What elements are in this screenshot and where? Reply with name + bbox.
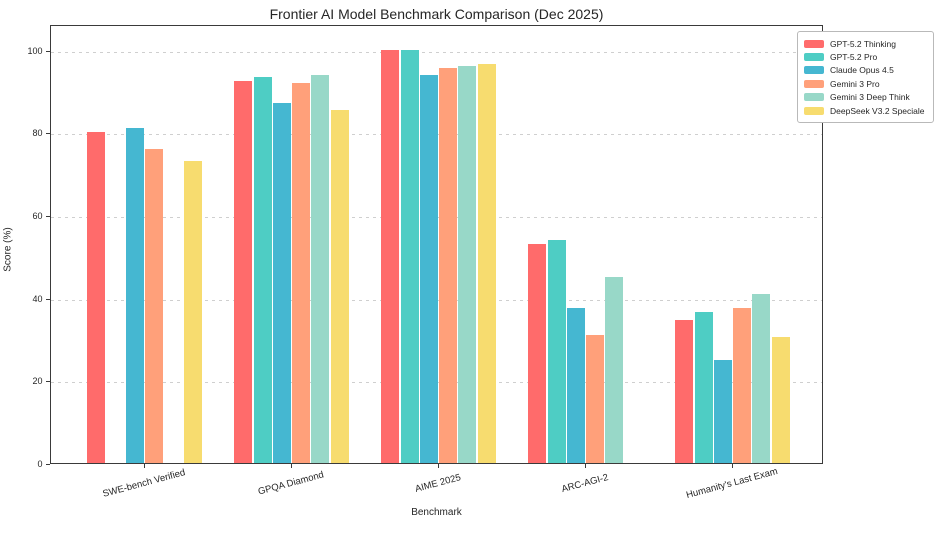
bar-deepseek-v3-2-speciale-aime-2025	[477, 64, 496, 463]
legend-swatch-icon	[804, 53, 824, 62]
y-tick-label: 100	[27, 45, 43, 56]
y-tick-label: 60	[32, 211, 43, 222]
legend-swatch-icon	[804, 39, 824, 48]
bar-gemini-3-pro-arc-agi-2	[586, 334, 605, 463]
legend-item: Gemini 3 Pro	[804, 77, 926, 90]
bar-claude-opus-4-5-humanity-s-last-exam	[713, 359, 732, 463]
x-tickmark	[584, 464, 586, 468]
gridline-y-100	[50, 51, 822, 53]
bar-gemini-3-pro-swe-bench-verified	[145, 148, 164, 463]
bar-gemini-3-deep-think-humanity-s-last-exam	[752, 293, 771, 463]
y-tick-label: 20	[32, 376, 43, 387]
bar-claude-opus-4-5-swe-bench-verified	[125, 128, 144, 463]
bar-claude-opus-4-5-aime-2025	[419, 74, 438, 463]
x-tickmark	[143, 464, 145, 468]
bar-gemini-3-pro-humanity-s-last-exam	[733, 308, 752, 463]
x-tickmark	[437, 464, 439, 468]
bar-gpt-5-2-thinking-humanity-s-last-exam	[675, 320, 694, 463]
y-axis-label: Score (%)	[2, 227, 14, 272]
y-tickmark	[45, 381, 50, 383]
y-tick-label: 80	[32, 128, 43, 139]
x-tick-label: SWE-bench Verified	[101, 467, 186, 500]
bar-gpt-5-2-pro-arc-agi-2	[547, 239, 566, 463]
bar-gemini-3-pro-gpqa-diamond	[292, 82, 311, 463]
bar-gpt-5-2-pro-humanity-s-last-exam	[694, 312, 713, 463]
chart-title: Frontier AI Model Benchmark Comparison (…	[269, 6, 604, 22]
legend-swatch-icon	[804, 106, 824, 115]
legend-label: Claude Opus 4.5	[830, 65, 894, 76]
y-tickmark	[45, 133, 50, 135]
y-tick-label: 40	[32, 293, 43, 304]
legend-label: GPT-5.2 Pro	[830, 52, 878, 63]
x-tick-label: GPQA Diamond	[256, 469, 325, 498]
legend-label: DeepSeek V3.2 Speciale	[830, 105, 925, 116]
bar-gpt-5-2-thinking-swe-bench-verified	[87, 132, 106, 463]
legend-swatch-icon	[804, 66, 824, 75]
y-tickmark	[45, 216, 50, 218]
plot-area	[49, 25, 823, 464]
x-tick-label: AIME 2025	[413, 472, 462, 495]
bar-gpt-5-2-thinking-gpqa-diamond	[234, 80, 253, 463]
legend-item: GPT-5.2 Pro	[804, 50, 926, 63]
legend-item: Claude Opus 4.5	[804, 64, 926, 77]
x-tickmark	[290, 464, 292, 468]
x-tickmark	[731, 464, 733, 468]
bar-gemini-3-deep-think-aime-2025	[458, 66, 477, 463]
bar-gpt-5-2-pro-aime-2025	[400, 49, 419, 463]
x-tick-label: ARC-AGI-2	[559, 471, 610, 496]
y-tickmark	[45, 298, 50, 300]
x-axis-label: Benchmark	[411, 507, 462, 518]
bar-claude-opus-4-5-gpqa-diamond	[272, 103, 291, 463]
legend-swatch-icon	[804, 79, 824, 88]
bar-gpt-5-2-thinking-aime-2025	[381, 49, 400, 463]
x-tick-label: Humanity's Last Exam	[684, 465, 779, 502]
bar-deepseek-v3-2-speciale-gpqa-diamond	[330, 109, 349, 463]
bar-gpt-5-2-pro-gpqa-diamond	[253, 76, 272, 463]
legend-item: GPT-5.2 Thinking	[804, 37, 926, 50]
legend-label: GPT-5.2 Thinking	[830, 38, 896, 49]
bar-deepseek-v3-2-speciale-swe-bench-verified	[183, 161, 202, 463]
legend: GPT-5.2 Thinking GPT-5.2 Pro Claude Opus 4…	[797, 31, 934, 124]
legend-item: DeepSeek V3.2 Speciale	[804, 104, 926, 117]
y-tick-label: 0	[37, 459, 43, 469]
bar-gpt-5-2-thinking-arc-agi-2	[528, 243, 547, 463]
bar-gemini-3-deep-think-arc-agi-2	[605, 277, 624, 463]
y-tickmark	[45, 50, 50, 52]
bar-claude-opus-4-5-arc-agi-2	[566, 308, 585, 463]
legend-label: Gemini 3 Deep Think	[830, 92, 910, 103]
bar-deepseek-v3-2-speciale-humanity-s-last-exam	[771, 336, 790, 463]
legend-item: Gemini 3 Deep Think	[804, 91, 926, 104]
bar-gemini-3-pro-aime-2025	[439, 68, 458, 463]
y-tickmark	[45, 464, 50, 465]
legend-label: Gemini 3 Pro	[830, 78, 880, 89]
bar-gemini-3-deep-think-gpqa-diamond	[311, 74, 330, 463]
legend-swatch-icon	[804, 93, 824, 102]
